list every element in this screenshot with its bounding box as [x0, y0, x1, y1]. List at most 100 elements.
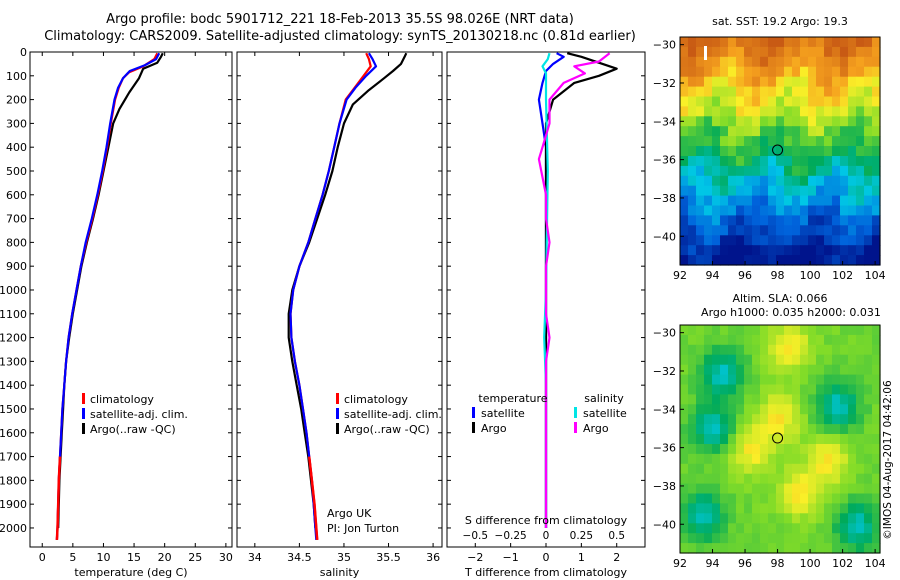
map-cell — [800, 493, 809, 504]
map-cell — [808, 146, 817, 157]
map-cell — [752, 364, 761, 376]
legend-entry: satellite-adj. clim. — [90, 408, 188, 421]
map-cell — [712, 453, 721, 465]
map-cell — [824, 523, 833, 534]
map-cell — [744, 444, 753, 455]
map-cell — [688, 404, 697, 415]
map-cell — [744, 66, 753, 78]
map-cell — [816, 56, 825, 68]
map-cell — [816, 165, 825, 177]
map-cell — [784, 493, 793, 504]
map-cell — [792, 374, 801, 386]
map-cell — [856, 344, 865, 356]
x-tick-label: 25 — [188, 551, 202, 564]
legend-swatch — [574, 407, 577, 418]
map-cell — [760, 156, 769, 167]
map-cell — [736, 235, 745, 246]
map-cell — [696, 37, 705, 48]
map-cell — [712, 533, 721, 544]
map-cell — [864, 444, 873, 455]
map-cell — [808, 235, 817, 246]
map-cell — [848, 394, 857, 405]
map-cell — [720, 434, 729, 445]
map-cell — [736, 66, 745, 78]
map-cell — [816, 325, 825, 336]
map-cell — [720, 344, 729, 356]
map-cell — [760, 225, 769, 236]
map-cell — [816, 513, 825, 524]
map-cell — [704, 473, 713, 485]
map-cell — [832, 165, 841, 177]
map-cell — [832, 543, 841, 554]
x-tick-label: 1 — [578, 551, 585, 564]
map-cell — [712, 364, 721, 376]
map-cell — [800, 175, 809, 187]
map-cell — [704, 106, 713, 117]
map-cell — [720, 463, 729, 475]
map-cell — [680, 444, 689, 455]
map-y-tick-label: −34 — [653, 403, 676, 416]
map-cell — [768, 185, 777, 197]
map-cell — [840, 523, 849, 534]
map-cell — [864, 136, 873, 147]
map-cell — [864, 235, 873, 246]
map-cell — [808, 334, 817, 346]
map-cell — [704, 503, 713, 514]
map-cell — [776, 96, 785, 107]
map-cell — [688, 354, 697, 366]
map-cell — [744, 56, 753, 68]
map-cell — [704, 434, 713, 445]
map-cell — [808, 56, 817, 68]
map-cell — [728, 156, 737, 167]
plot-frame — [236, 51, 443, 548]
map-cell — [784, 126, 793, 137]
map-cell — [752, 195, 761, 207]
profile-panel-0 — [29, 51, 233, 548]
map-cell — [784, 523, 793, 534]
map-cell — [840, 384, 849, 395]
map-cell — [824, 354, 833, 366]
map-cell — [776, 165, 785, 177]
map-cell — [816, 37, 825, 48]
map-cell — [752, 215, 761, 226]
map-cell — [848, 453, 857, 465]
map-cell — [848, 325, 857, 336]
map-cell — [840, 325, 849, 336]
map-cell — [832, 76, 841, 88]
map-cell — [848, 156, 857, 167]
map-cell — [848, 235, 857, 246]
map-cell — [680, 245, 689, 256]
map-cell — [688, 364, 697, 376]
map-cell — [728, 384, 737, 395]
map-cell — [808, 424, 817, 435]
map-cell — [864, 126, 873, 137]
legend-entry: climatology — [90, 393, 154, 406]
map-cell — [832, 136, 841, 147]
map-cell — [744, 46, 753, 58]
map-cell — [688, 463, 697, 475]
map-x-tick-label: 104 — [865, 269, 886, 282]
map-cell — [832, 493, 841, 504]
map-cell — [736, 325, 745, 336]
y-tick-label: 1000 — [0, 284, 27, 297]
map-cell — [824, 364, 833, 376]
map-cell — [808, 384, 817, 395]
map-cell — [832, 354, 841, 366]
map-cell — [872, 165, 881, 177]
map-cell — [720, 146, 729, 157]
map-cell — [704, 424, 713, 435]
map-cell — [808, 434, 817, 445]
x-axis-label: T difference from climatology — [464, 566, 627, 579]
map-cell — [864, 354, 873, 366]
map-cell — [808, 493, 817, 504]
map-cell — [824, 86, 833, 98]
map-cell — [688, 185, 697, 197]
map-cell — [744, 533, 753, 544]
map-cell — [704, 513, 713, 524]
map-cell — [688, 245, 697, 256]
map-cell — [856, 384, 865, 395]
map-cell — [688, 394, 697, 405]
copyright-stamp: ©IMOS 04-Aug-2017 04:42:06 — [882, 380, 894, 540]
map-cell — [776, 543, 785, 554]
map-cell — [856, 136, 865, 147]
